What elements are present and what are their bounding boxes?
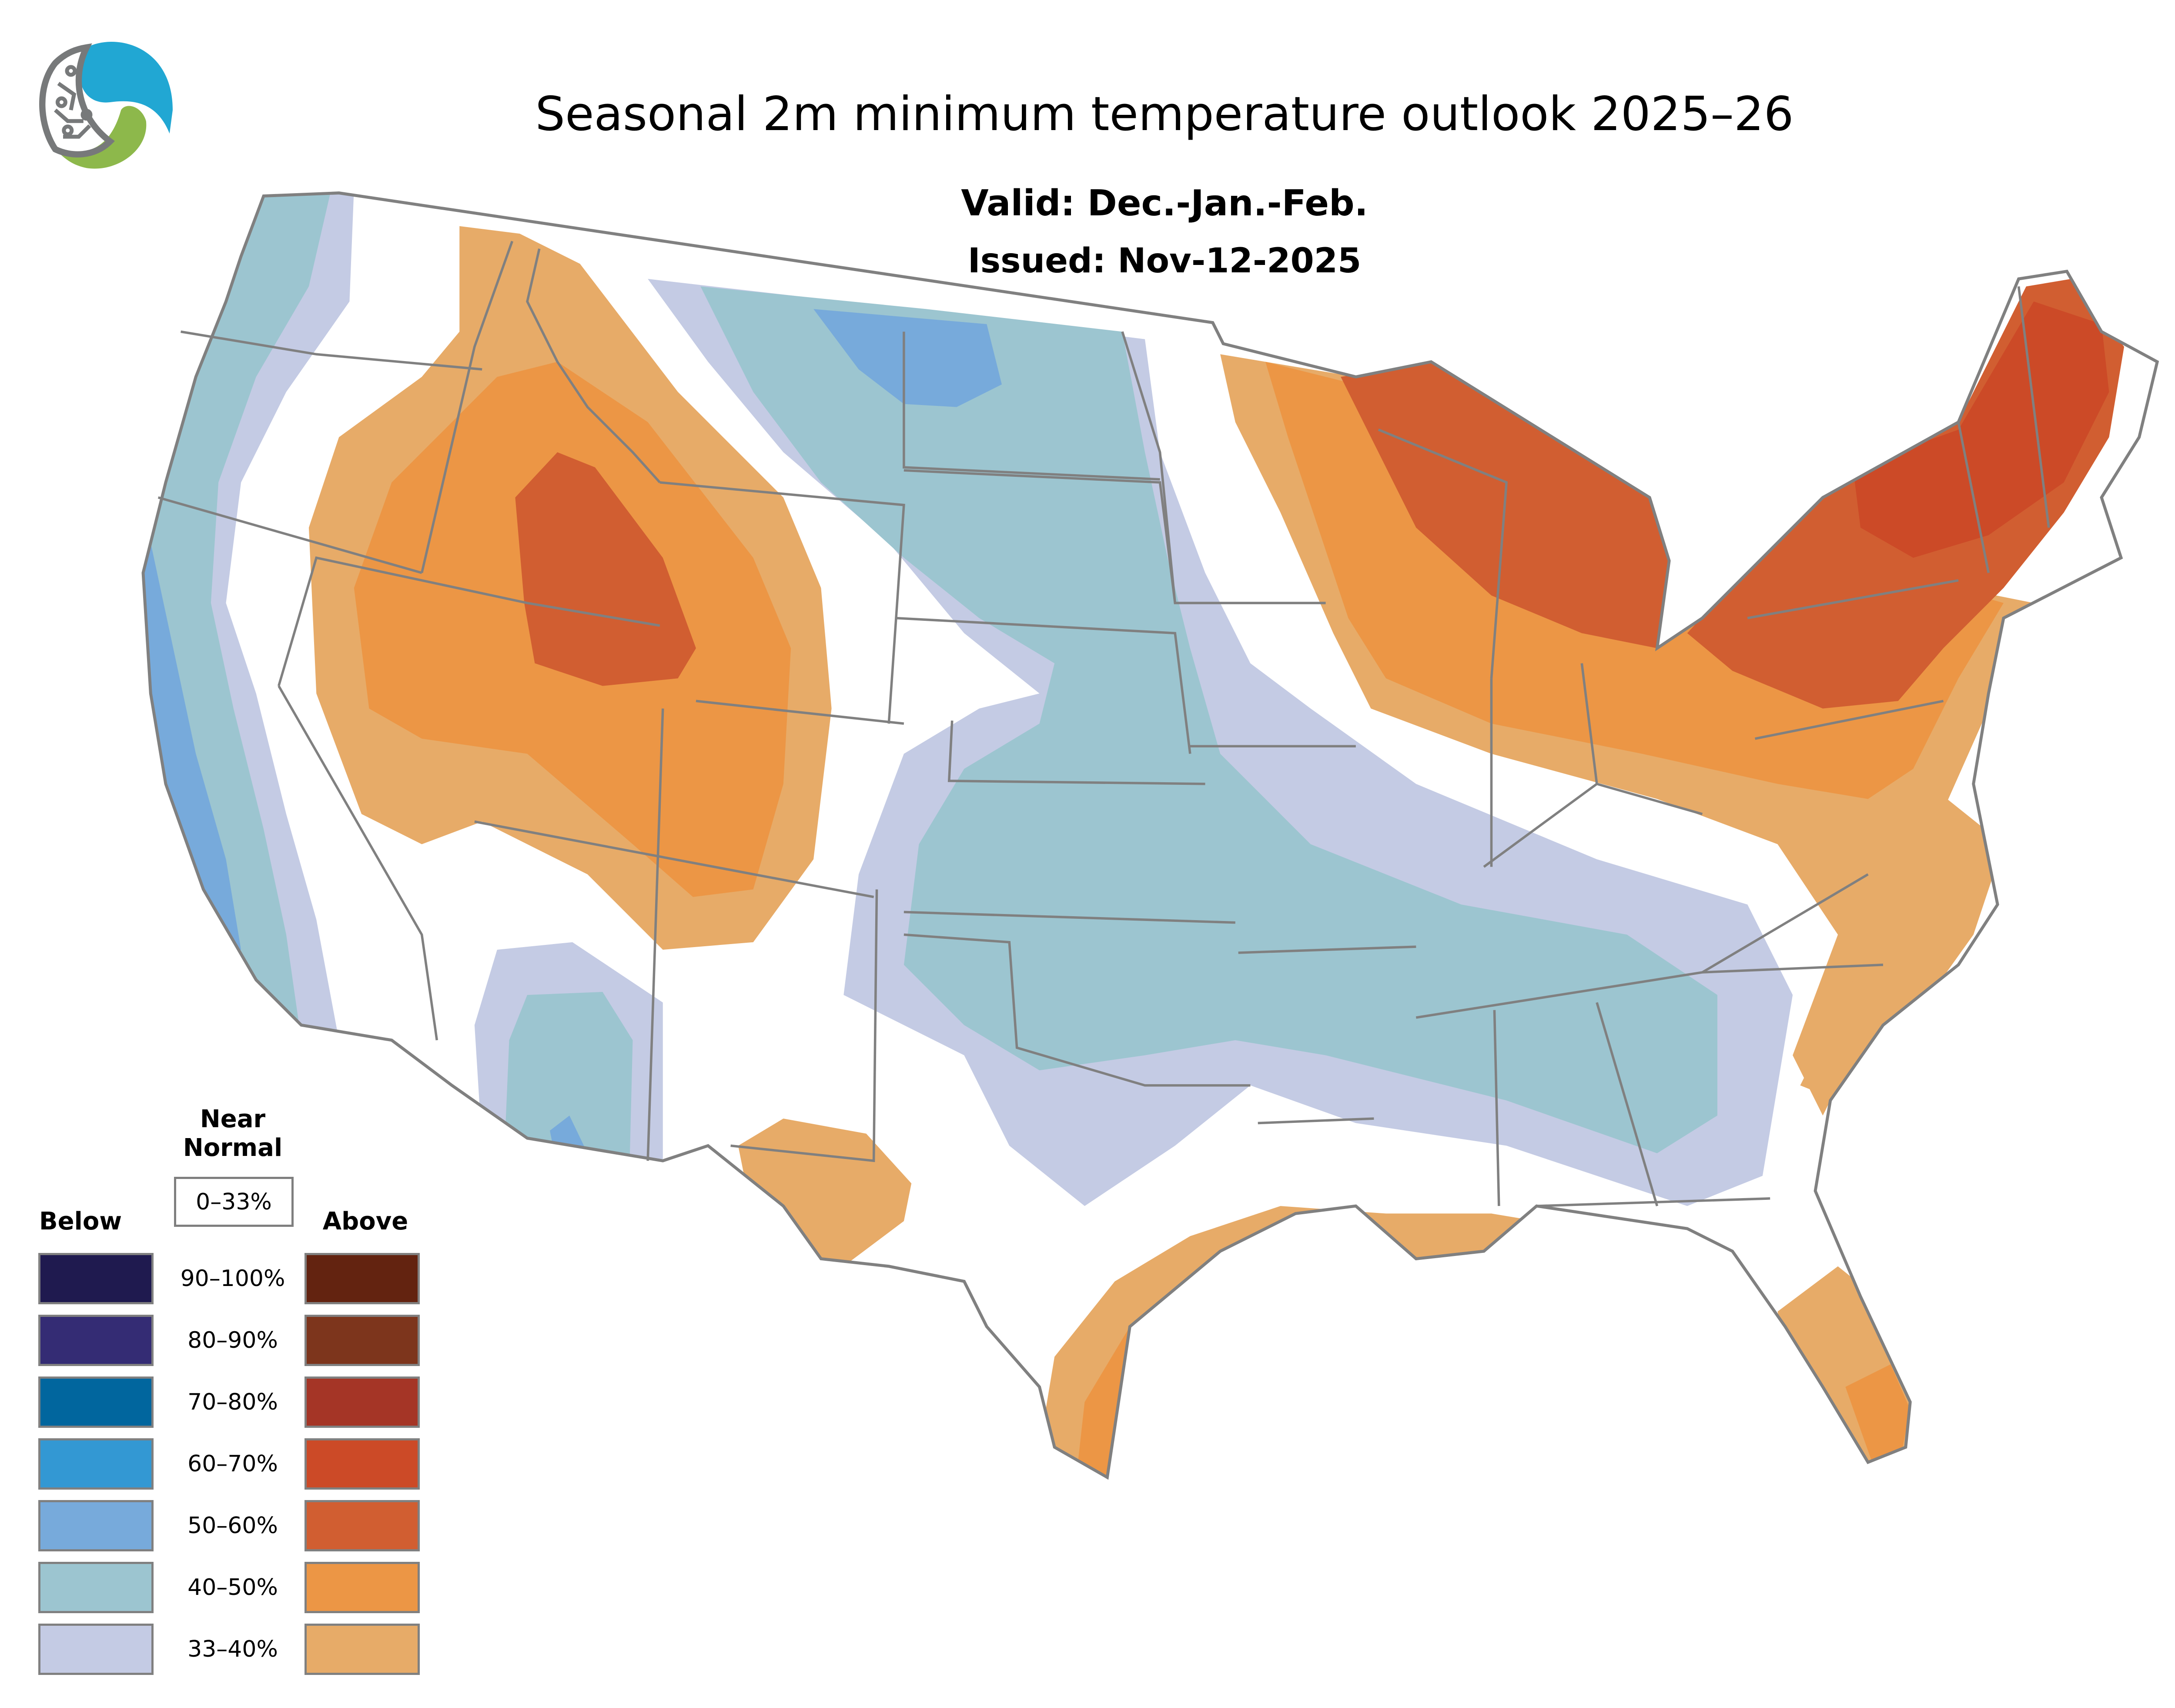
legend-range-label: 50–60% [187,1513,278,1539]
legend-near-normal-label: Near Normal [183,1105,283,1162]
legend-range-label: 40–50% [187,1574,278,1601]
contour-az-40-50 [505,992,633,1161]
page-title: Seasonal 2m minimum temperature outlook … [535,87,1794,141]
contour-plains-50-60 [813,309,1002,407]
valid-period: Valid: Dec.-Jan.-Feb. [961,183,1368,224]
org-logo-icon [39,42,173,169]
legend-swatch-below [38,1624,154,1675]
border-nm-tx [730,889,878,1162]
border-ca-nv [278,685,438,1041]
legend-swatch-below [38,1438,154,1490]
border-nm-co [696,700,904,725]
contour-west-50-60 [515,452,696,686]
contour-atl-33-40 [1800,784,2004,1101]
border-id-mt [526,248,661,483]
legend-range-label: 33–40% [187,1636,278,1662]
border-pa-md [1755,700,1944,740]
border-wy [659,481,905,724]
logo-circuit-lines [54,65,93,139]
border-nh-me [2017,286,2050,528]
legend-swatch-below [38,1315,154,1366]
legend-range-label: 60–70% [187,1451,278,1477]
border-ar-la [1258,1117,1374,1125]
border-ut-az [474,820,874,898]
border-sd-ne [896,616,1191,754]
legend-swatch-below [38,1376,154,1428]
border-vt-nh [1957,422,1990,573]
legend-swatch-above [304,1376,420,1428]
contour-pacific-50-60 [143,543,241,965]
border-or-wa [181,330,482,371]
border-mo-ar [1238,945,1416,954]
legend-swatch-below [38,1500,154,1551]
border-or-ca [157,496,422,574]
legend-below-label: Below [39,1207,122,1236]
border-co-ks [947,720,1205,785]
legend-swatch-below [38,1253,154,1304]
border-id [420,241,514,573]
logo-circuit-shape [39,43,115,157]
border-al-ga [1596,1002,1659,1206]
border-ok-tx [903,933,1251,1087]
border-in-oh [1580,663,1598,784]
border-az-nm [646,708,664,1161]
border-ks-ok [903,911,1235,924]
issued-date: Issued: Nov-12-2025 [967,241,1362,281]
contour-gulf-50-60 [1393,1289,1446,1312]
border-pa-ny [1747,579,1959,620]
contour-gulf-33-40 [1039,1206,1537,1477]
border-nc-sc [1702,963,1884,974]
border-mt-nd [903,332,1160,481]
legend-swatch-above [304,1315,420,1366]
contour-plains-40-50 [700,286,1717,1153]
conus-outline [141,191,2159,1480]
logo-water-shape [80,42,173,134]
legend-near-normal-box: 0–33% [174,1177,294,1227]
legend-swatch-above [304,1500,420,1551]
legend-swatch-above [304,1624,420,1675]
border-mn [1121,331,1326,604]
border-ms-al [1493,1010,1500,1206]
border-ga-fl [1536,1197,1770,1207]
legend-range-label: 80–90% [187,1327,278,1353]
contour-fl-40-50 [1845,1364,1911,1460]
legend-range-label: 90–100% [180,1266,285,1292]
legend-range-label: 70–80% [187,1389,278,1415]
legend-swatch-above [304,1253,420,1304]
state-borders [141,191,2159,1480]
legend-swatch-above [304,1562,420,1613]
legend-above-label: Above [322,1207,408,1236]
border-nv-ut [278,556,660,687]
legend-swatch-below [38,1562,154,1613]
legend-swatch-above [304,1438,420,1490]
border-wi-mi [1378,429,1508,679]
